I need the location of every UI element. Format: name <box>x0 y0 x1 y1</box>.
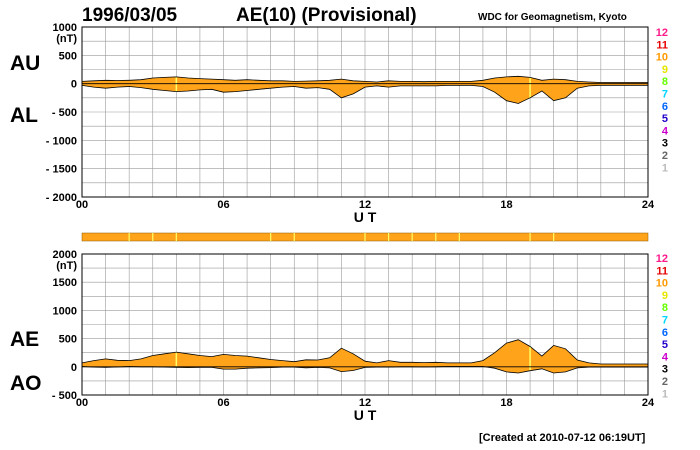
y-tick-label: 500 <box>59 50 77 62</box>
legend-number-5: 5 <box>662 113 668 125</box>
date-title: 1996/03/05 <box>82 5 178 26</box>
x-axis-label: U T <box>354 407 377 423</box>
x-tick-label: 12 <box>359 397 371 409</box>
legend-number-5: 5 <box>662 339 668 351</box>
y-tick-label: 1000 <box>53 22 77 34</box>
legend-number-6: 6 <box>662 327 668 339</box>
series-line-ao <box>81 366 648 374</box>
y-tick-label: 0 <box>71 79 77 91</box>
legend-number-10: 10 <box>656 52 668 64</box>
x-tick-label: 18 <box>500 199 512 211</box>
x-tick-label: 18 <box>500 397 512 409</box>
y-tick-label: - 2000 <box>46 192 77 204</box>
x-tick-label: 00 <box>76 199 88 211</box>
y-tick-label: - 500 <box>52 107 77 119</box>
series-label-ae: AE <box>10 328 39 351</box>
x-tick-label: 00 <box>76 397 88 409</box>
legend-number-11: 11 <box>656 39 668 51</box>
au-al-panel: 1000 500 0 - 500 - 1000 - 1500 - 2000 (nT) 00 06 1… <box>10 22 655 225</box>
y-tick-label: - 1500 <box>46 164 77 176</box>
legend-number-1: 1 <box>662 162 668 174</box>
legend-number-4: 4 <box>662 125 669 137</box>
legend-number-3: 3 <box>662 364 668 376</box>
legend-number-8: 8 <box>662 302 668 314</box>
legend-number-7: 7 <box>662 315 668 327</box>
x-tick-label: 24 <box>642 397 655 409</box>
x-tick-label: 06 <box>217 397 229 409</box>
legend-number-10: 10 <box>656 278 668 290</box>
y-unit-label: (nT) <box>56 33 77 45</box>
legend-number-11: 11 <box>656 265 668 277</box>
y-tick-label: - 1000 <box>46 135 77 147</box>
y-tick-label: - 500 <box>52 390 77 402</box>
plot-frame <box>81 26 649 198</box>
x-tick-label: 24 <box>642 199 655 211</box>
plot-frame <box>81 253 649 396</box>
footer-created: [Created at 2010-07-12 06:19UT] <box>479 432 646 444</box>
y-tick-label: 0 <box>71 362 77 374</box>
y-tick-label: 1000 <box>53 305 77 317</box>
series-line-al <box>81 85 648 104</box>
x-axis-label: U T <box>354 209 377 225</box>
ae-ao-panel: 2000 1500 1000 500 0 - 500 (nT) 00 06 12 18 24 U T AE… <box>10 249 655 423</box>
y-tick-label: 500 <box>59 334 77 346</box>
legend-number-8: 8 <box>662 76 668 88</box>
legend-number-9: 9 <box>662 64 668 76</box>
series-label-au: AU <box>10 52 40 75</box>
index-title: AE(10) (Provisional) <box>236 5 417 26</box>
series-fill-band <box>82 76 648 104</box>
y-tick-label: 1500 <box>53 277 77 289</box>
legend-number-3: 3 <box>662 138 668 150</box>
series-line-au <box>81 75 648 83</box>
source-label: WDC for Geomagnetism, Kyoto <box>478 12 627 23</box>
legend-number-1: 1 <box>662 388 668 400</box>
x-tick-label: 12 <box>359 199 371 211</box>
legend-number-7: 7 <box>662 89 668 101</box>
legend-number-6: 6 <box>662 101 668 113</box>
series-fill-band <box>82 339 648 373</box>
station-availability-bar <box>81 232 649 242</box>
y-unit-label: (nT) <box>56 260 77 272</box>
series-label-al: AL <box>10 104 38 127</box>
y-tick-label: 2000 <box>53 249 77 261</box>
x-tick-label: 06 <box>217 199 229 211</box>
legend-number-4: 4 <box>662 351 669 363</box>
legend-number-9: 9 <box>662 290 668 302</box>
legend-number-2: 2 <box>662 376 668 388</box>
legend-number-2: 2 <box>662 150 668 162</box>
legend-number-12: 12 <box>656 27 668 39</box>
legend-number-12: 12 <box>656 253 668 265</box>
series-line-ae <box>81 339 648 365</box>
series-label-ao: AO <box>10 372 42 395</box>
